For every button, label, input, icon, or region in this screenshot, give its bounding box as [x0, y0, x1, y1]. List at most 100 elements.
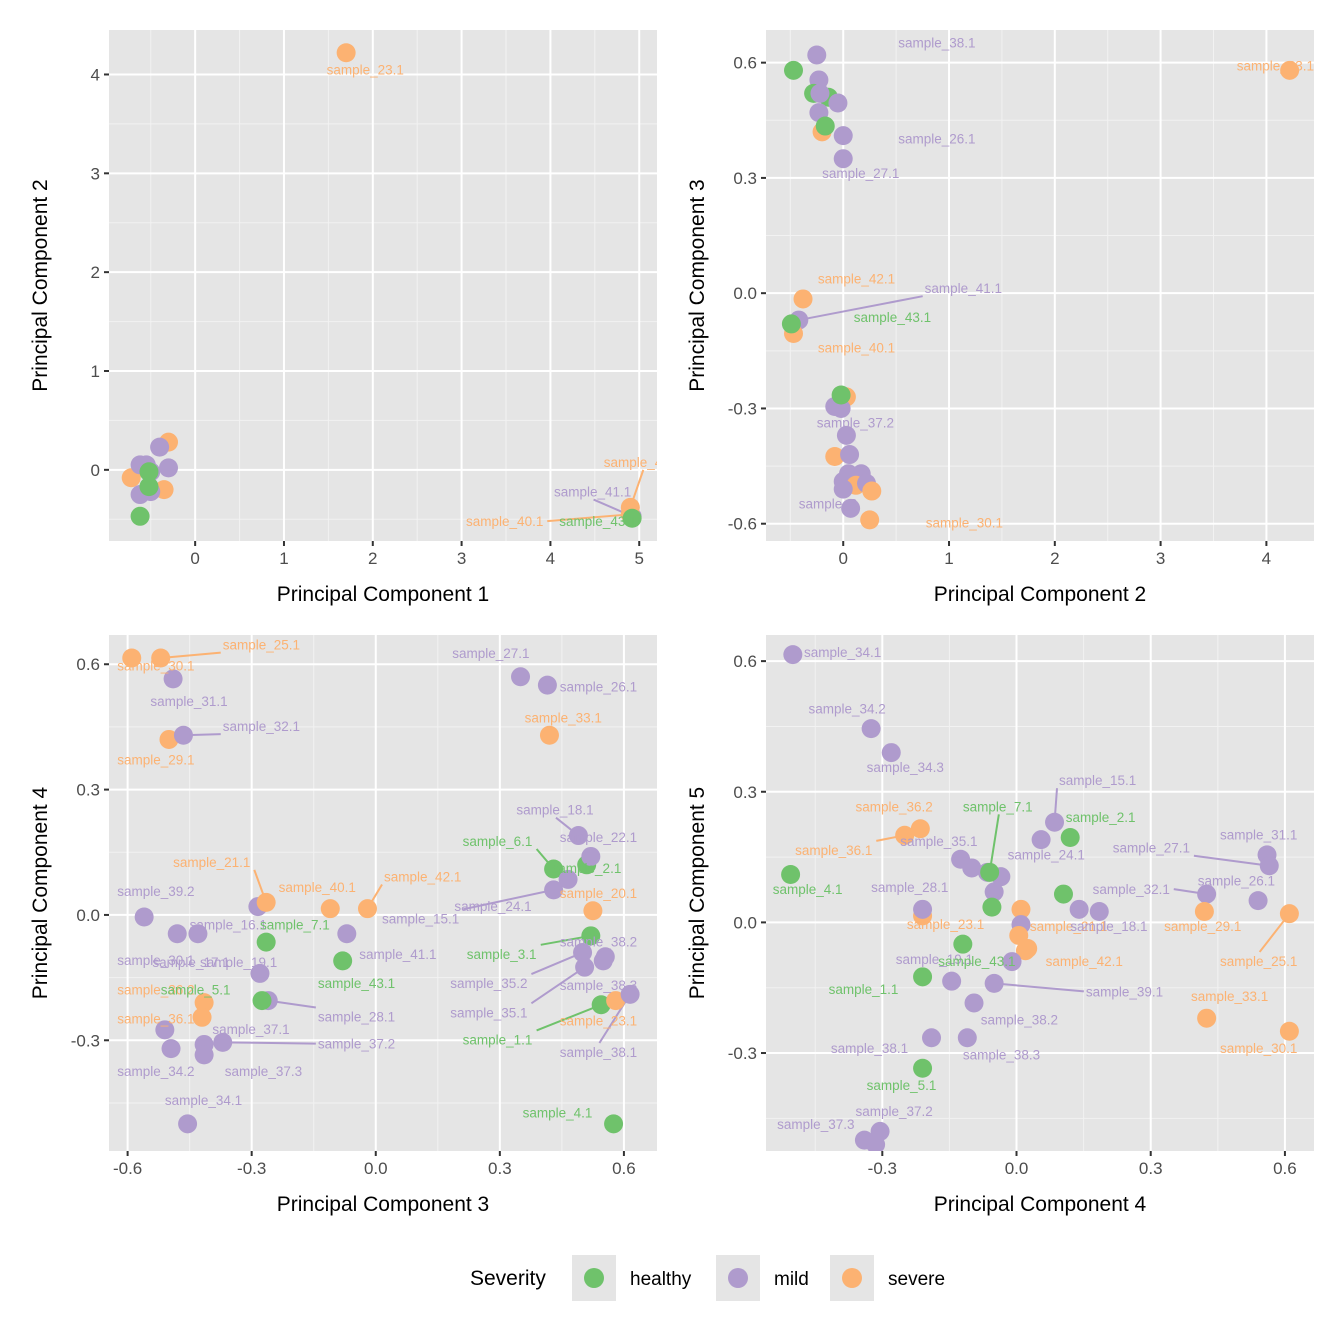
- point-healthy: [591, 995, 611, 1015]
- point-severe: [860, 510, 880, 530]
- point-label: sample_38.1: [560, 1045, 637, 1060]
- point-mild: [1045, 812, 1065, 832]
- x-tick-label: 3: [1156, 549, 1165, 568]
- point-mild: [575, 957, 595, 977]
- point-label: sample_21.1: [173, 855, 250, 870]
- legend-title: Severity: [470, 1267, 546, 1290]
- point-label: sample_30.1: [1220, 1041, 1297, 1056]
- x-tick-label: 0: [190, 549, 199, 568]
- point-label: sample_40.1: [279, 880, 356, 895]
- point-label: sample_35.2: [450, 976, 527, 991]
- point-severe: [825, 446, 845, 466]
- y-axis-title: Principal Component 2: [29, 179, 52, 391]
- point-mild: [828, 93, 848, 113]
- point-severe: [1279, 904, 1299, 924]
- x-tick-label: 0.6: [612, 1159, 636, 1178]
- point-healthy: [622, 508, 642, 528]
- point-label: sample_36.2: [855, 799, 932, 814]
- point-label: sample_23.1: [560, 1014, 637, 1029]
- point-label: sample_18.1: [516, 803, 593, 818]
- y-tick-label: 0.6: [733, 652, 757, 671]
- legend-label-healthy: healthy: [630, 1269, 692, 1290]
- point-mild: [913, 899, 933, 919]
- y-tick-label: 0.0: [733, 284, 757, 303]
- point-mild: [163, 669, 183, 689]
- point-label: sample_29.1: [117, 753, 194, 768]
- y-tick-label: -0.3: [728, 1044, 757, 1063]
- point-severe: [862, 481, 882, 501]
- point-mild: [984, 973, 1004, 993]
- y-tick-label: 1: [91, 362, 100, 381]
- point-mild: [1069, 899, 1089, 919]
- point-mild: [167, 924, 187, 944]
- point-label: sample_1.1: [463, 1032, 533, 1047]
- legend-swatch-healthy: [584, 1268, 604, 1288]
- y-axis-title: Principal Component 5: [686, 787, 709, 999]
- point-label: sample_31.1: [1220, 828, 1297, 843]
- y-tick-label: 0.3: [76, 781, 100, 800]
- point-label: sample_37.2: [817, 416, 894, 431]
- point-mild: [173, 725, 193, 745]
- point-healthy: [781, 864, 801, 884]
- point-mild: [833, 479, 853, 499]
- point-label: sample_40.1: [466, 514, 543, 529]
- point-label: sample_27.1: [1113, 841, 1190, 856]
- point-mild: [178, 1114, 198, 1134]
- y-tick-label: -0.6: [728, 515, 757, 534]
- point-healthy: [252, 991, 272, 1011]
- point-label: sample_37.3: [777, 1117, 854, 1132]
- point-mild: [831, 398, 851, 418]
- point-mild: [337, 924, 357, 944]
- point-label: sample_24.1: [1008, 847, 1085, 862]
- point-mild: [558, 869, 578, 889]
- point-mild: [159, 458, 179, 478]
- point-label: sample_38.3: [560, 978, 637, 993]
- point-mild: [134, 907, 154, 927]
- label-leader-line: [598, 993, 631, 1044]
- point-healthy: [333, 951, 353, 971]
- point-label: sample_31.1: [150, 694, 227, 709]
- point-mild: [840, 445, 860, 465]
- point-healthy: [544, 859, 564, 879]
- panel-3: -0.6 -0.3 0.0 0.3 0.6 -0.3 0.0 0.3 0.6 Principal …: [29, 635, 657, 1216]
- point-label: sample_39.1: [1086, 984, 1163, 999]
- x-tick-label: 0: [838, 549, 847, 568]
- x-tick-label: 4: [1262, 549, 1271, 568]
- point-label: sample_32.1: [1093, 882, 1170, 897]
- point-label: sample_15.1: [382, 911, 459, 926]
- plot-area: sample_38.1 sample_23.1 sample_26.1 sample_…: [781, 35, 1314, 531]
- point-mild: [194, 1045, 214, 1065]
- point-label: sample_35.1: [900, 834, 977, 849]
- x-tick-label: 1: [279, 549, 288, 568]
- plot-background: [766, 635, 1314, 1151]
- plot-background: [109, 635, 657, 1151]
- point-label: sample_41.1: [359, 947, 436, 962]
- point-mild: [188, 924, 208, 944]
- point-label: sample_37.2: [855, 1104, 932, 1119]
- point-label: sample_33.1: [525, 711, 602, 726]
- point-severe: [159, 729, 179, 749]
- point-mild: [161, 1039, 181, 1059]
- point-label: sample_35.1: [450, 1005, 527, 1020]
- point-label: sample_30.1: [926, 516, 1003, 531]
- x-tick-label: -0.6: [113, 1159, 142, 1178]
- point-healthy: [980, 862, 1000, 882]
- y-tick-label: 4: [91, 65, 100, 84]
- point-healthy: [913, 967, 933, 987]
- y-tick-label: 0.0: [733, 913, 757, 932]
- plot-background: [109, 30, 657, 541]
- point-label: sample_43.1: [559, 514, 636, 529]
- point-label: sample_32.1: [223, 719, 300, 734]
- point-mild: [537, 675, 557, 695]
- plot-area: sample_23.1 sample_42.1 sample_41.1 sample_…: [121, 43, 657, 529]
- point-mild: [922, 1028, 942, 1048]
- point-label: sample_1.1: [829, 982, 899, 997]
- point-severe: [539, 725, 559, 745]
- point-label: sample_23.1: [907, 917, 984, 932]
- point-label: sample_38.2: [560, 934, 637, 949]
- point-label: sample_20.1: [560, 886, 637, 901]
- label-leader-line: [222, 1041, 316, 1045]
- point-label: sample_36.2: [117, 982, 194, 997]
- point-label: sample_15.1: [1059, 773, 1136, 788]
- point-mild: [833, 126, 853, 146]
